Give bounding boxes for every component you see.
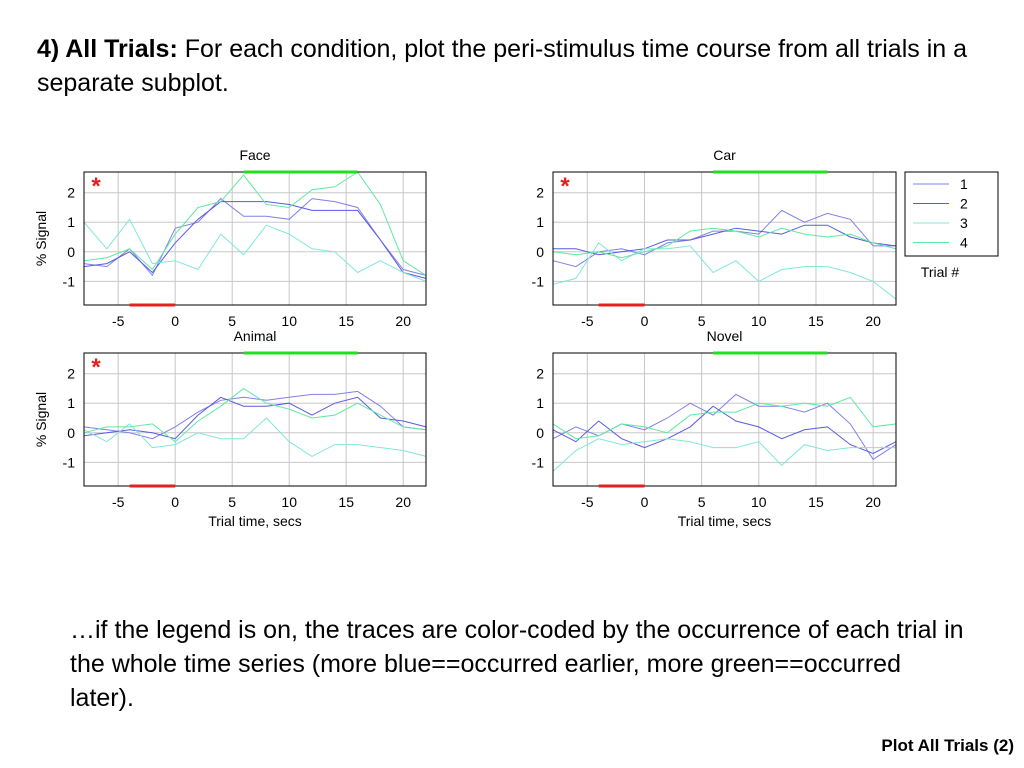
subplot-title: Car [713, 147, 736, 163]
x-tick-label: 10 [751, 313, 767, 329]
series-line-trial-4 [83, 387, 427, 443]
y-tick-label: 2 [536, 185, 544, 201]
x-tick-label: 15 [338, 313, 354, 329]
subplot-face: -5 0 5 10 15 20 -1 0 1 2 Face % Signal * [33, 147, 427, 329]
series-line-trial-1 [552, 393, 897, 461]
y-tick-label: 0 [67, 244, 75, 260]
legend-entry-label: 4 [960, 235, 968, 251]
y-tick-label: 2 [536, 366, 544, 382]
series-line-trial-1 [552, 209, 896, 268]
x-tick-label: 0 [171, 494, 179, 510]
x-tick-label: 20 [395, 494, 411, 510]
x-tick-label: 0 [641, 494, 649, 510]
series-line-trial-4 [552, 227, 897, 259]
axes-frame [552, 171, 897, 306]
slide-caption: …if the legend is on, the traces are col… [70, 616, 964, 712]
series-line-trial-3 [83, 218, 427, 282]
subplot-title: Face [239, 147, 270, 163]
heading-bold: 4) All Trials: [37, 35, 178, 63]
y-axis-label: % Signal [33, 211, 49, 266]
series-line-trial-2 [553, 224, 897, 256]
series-line-trial-2 [83, 396, 427, 440]
legend-title: Trial # [921, 264, 960, 280]
series-line-trial-3 [552, 438, 896, 472]
legend-entry-label: 3 [960, 215, 968, 231]
x-tick-label: 15 [808, 313, 824, 329]
x-tick-label: 0 [641, 313, 649, 329]
legend-entry-label: 1 [960, 176, 968, 192]
y-tick-label: 1 [67, 214, 75, 230]
series-line-trial-3 [552, 242, 897, 300]
series-line-trial-2 [83, 201, 427, 279]
x-tick-label: -5 [581, 494, 594, 510]
x-tick-label: 20 [865, 494, 881, 510]
y-tick-label: -1 [63, 273, 76, 289]
slide-footer: Plot All Trials (2) [881, 736, 1014, 755]
x-tick-label: 10 [751, 494, 767, 510]
subplot-novel: -5 0 5 10 15 20 -1 0 1 2 Novel Trial time, secs [532, 328, 897, 529]
series-line-trial-4 [83, 171, 427, 276]
x-axis-label: Trial time, secs [678, 513, 772, 529]
x-tick-label: 5 [228, 494, 236, 510]
x-tick-label: 5 [698, 494, 706, 510]
significance-asterisk: * [91, 354, 101, 381]
x-tick-label: 5 [228, 313, 236, 329]
y-tick-label: 0 [67, 425, 75, 441]
y-tick-label: 1 [536, 214, 544, 230]
legend-entry-label: 2 [960, 196, 968, 212]
x-tick-label: 20 [395, 313, 411, 329]
x-tick-label: -5 [112, 494, 125, 510]
x-tick-label: 0 [171, 313, 179, 329]
legend-box [904, 171, 999, 257]
y-tick-label: 1 [536, 395, 544, 411]
axes-frame [83, 352, 427, 487]
y-tick-label: -1 [532, 454, 545, 470]
y-tick-label: 0 [536, 244, 544, 260]
x-tick-label: 20 [865, 313, 881, 329]
x-tick-label: 10 [281, 313, 297, 329]
axes-frame [83, 171, 427, 306]
x-tick-label: -5 [581, 313, 594, 329]
x-tick-label: 15 [808, 494, 824, 510]
y-axis-label: % Signal [33, 392, 49, 447]
significance-asterisk: * [560, 173, 570, 200]
y-tick-label: 2 [67, 366, 75, 382]
subplot-car: -5 0 5 10 15 20 -1 0 1 2 Car * [532, 147, 897, 329]
x-tick-label: 15 [338, 494, 354, 510]
series-line-trial-1 [83, 390, 427, 440]
series-line-trial-2 [552, 405, 897, 455]
x-tick-label: 10 [281, 494, 297, 510]
subplot-title: Novel [707, 328, 743, 344]
heading-text: For each condition, plot the peri-stimul… [37, 35, 968, 97]
x-tick-label: 5 [698, 313, 706, 329]
y-tick-label: -1 [63, 454, 76, 470]
significance-asterisk: * [91, 173, 101, 200]
slide-heading: 4) All Trials: For each condition, plot … [37, 32, 977, 100]
y-tick-label: 0 [536, 425, 544, 441]
y-tick-label: -1 [532, 273, 545, 289]
series-line-trial-4 [552, 396, 897, 440]
y-tick-label: 2 [67, 185, 75, 201]
subplot-animal: -5 0 5 10 15 20 -1 0 1 2 Animal % Signal Trial time,… [33, 328, 427, 529]
series-line-trial-3 [83, 417, 427, 457]
x-axis-label: Trial time, secs [208, 513, 302, 529]
axes-frame [552, 352, 897, 487]
subplot-title: Animal [234, 328, 277, 344]
x-tick-label: -5 [112, 313, 125, 329]
y-tick-label: 1 [67, 395, 75, 411]
